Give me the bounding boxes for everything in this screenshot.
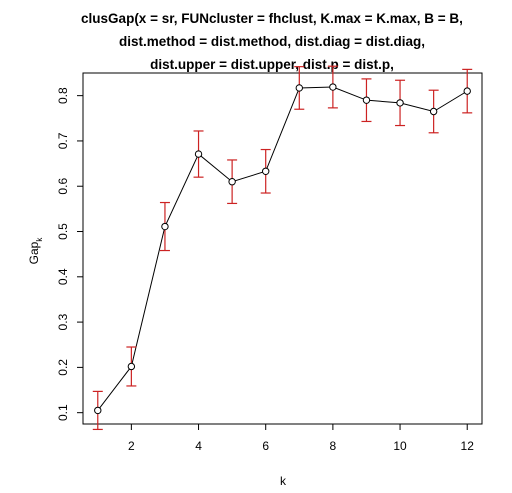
data-point bbox=[396, 99, 404, 107]
data-point bbox=[94, 406, 102, 415]
x-tick-label: 2 bbox=[128, 439, 135, 453]
data-point bbox=[228, 177, 236, 186]
data-point bbox=[362, 96, 371, 104]
gap-series-line bbox=[97, 86, 468, 411]
chart-title: clusGap(x = sr, FUNcluster = fhclust, K.… bbox=[81, 11, 463, 72]
y-axis-label-subscript: k bbox=[35, 237, 44, 242]
y-axis-label-main: Gap bbox=[27, 241, 41, 264]
x-tick-label: 8 bbox=[330, 439, 337, 453]
y-axis-label: Gapk bbox=[27, 237, 44, 265]
y-tick-label: 0.4 bbox=[56, 268, 70, 285]
y-tick-label: 0.3 bbox=[56, 313, 70, 330]
data-points bbox=[94, 83, 471, 415]
error-bars bbox=[92, 65, 473, 431]
data-point bbox=[127, 362, 136, 371]
data-point bbox=[161, 222, 169, 231]
data-point bbox=[194, 150, 203, 158]
x-tick-label: 4 bbox=[195, 439, 202, 453]
plot-frame bbox=[82, 72, 483, 425]
y-tick-label: 0.5 bbox=[56, 223, 70, 240]
y-tick-label: 0.6 bbox=[56, 178, 70, 195]
data-point bbox=[262, 167, 270, 175]
data-point bbox=[295, 84, 303, 92]
x-tick-label: 10 bbox=[393, 439, 407, 453]
title-line-2: dist.method = dist.method, dist.diag = d… bbox=[119, 34, 425, 49]
y-tick-label: 0.8 bbox=[56, 87, 70, 104]
data-point bbox=[463, 87, 471, 95]
y-axis: 0.1 0.2 0.3 0.4 0.5 0.6 0.7 0.8 bbox=[56, 87, 83, 421]
y-tick-label: 0.7 bbox=[56, 132, 70, 149]
x-axis-label: k bbox=[280, 474, 287, 488]
data-point bbox=[329, 83, 337, 91]
data-point bbox=[429, 107, 438, 116]
title-line-1: clusGap(x = sr, FUNcluster = fhclust, K.… bbox=[81, 11, 463, 26]
x-tick-label: 12 bbox=[461, 439, 475, 453]
title-line-3: dist.upper = dist.upper, dist.p = dist.p… bbox=[150, 57, 394, 72]
x-axis: 2 4 6 8 10 12 bbox=[128, 424, 474, 453]
x-tick-label: 6 bbox=[262, 439, 269, 453]
y-tick-label: 0.2 bbox=[56, 359, 70, 376]
y-tick-label: 0.1 bbox=[56, 404, 70, 421]
